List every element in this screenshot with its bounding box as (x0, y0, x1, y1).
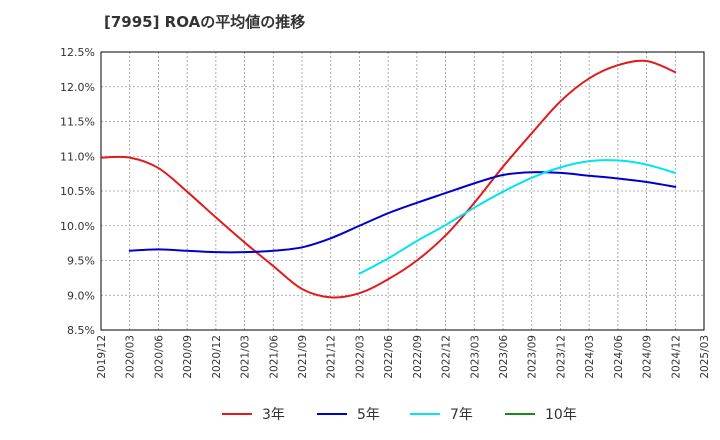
y-tick-label: 9.5% (67, 255, 95, 268)
legend: 3年 5年 7年 10年 (222, 407, 577, 423)
y-tick-label: 8.5% (67, 324, 95, 337)
x-tick-label: 2024/12 (670, 335, 682, 379)
x-tick-label: 2022/12 (441, 335, 453, 379)
x-tick-label: 2023/06 (498, 335, 510, 379)
x-tick-label: 2022/03 (354, 335, 366, 379)
series-line-2 (128, 171, 677, 254)
x-tick-label: 2023/09 (527, 335, 539, 379)
grid (101, 52, 704, 330)
y-tick-label: 11.5% (60, 116, 95, 129)
x-tick-label: 2024/06 (613, 335, 625, 379)
x-tick-label: 2021/06 (268, 335, 280, 379)
y-axis: 8.5% 9.0% 9.5% 10.0% 10.5% 11.0% 11.5% 12.0% 12.… (60, 46, 95, 337)
x-axis: 2019/12 2020/03 2020/06 2020/09 2020/12 2021/… (96, 335, 711, 379)
y-tick-label: 12.5% (60, 46, 95, 59)
y-tick-label: 12.0% (60, 81, 95, 94)
x-tick-label: 2020/03 (125, 335, 137, 379)
x-tick-label: 2019/12 (96, 335, 108, 379)
y-tick-label: 10.0% (60, 220, 95, 233)
x-tick-label: 2022/06 (383, 335, 395, 379)
x-tick-label: 2023/12 (555, 335, 567, 379)
x-tick-label: 2023/03 (469, 335, 481, 379)
x-tick-label: 2024/03 (584, 335, 596, 379)
x-tick-label: 2021/03 (240, 335, 252, 379)
chart-title: [7995] ROAの平均値の推移 (104, 13, 305, 31)
legend-label: 5年 (357, 407, 380, 423)
x-tick-label: 2021/12 (326, 335, 338, 379)
x-tick-label: 2021/09 (297, 335, 309, 379)
x-tick-label: 2025/03 (699, 335, 711, 379)
y-tick-label: 11.0% (60, 150, 95, 163)
plot-border (100, 51, 705, 331)
y-tick-label: 9.0% (67, 289, 95, 302)
legend-label: 10年 (545, 407, 577, 423)
series-lines (100, 59, 677, 299)
series-line-1 (100, 59, 677, 299)
series-line-3 (358, 159, 677, 275)
legend-label: 7年 (450, 407, 473, 423)
x-tick-label: 2024/09 (642, 335, 654, 379)
x-tick-label: 2020/12 (211, 335, 223, 379)
x-tick-label: 2020/09 (182, 335, 194, 379)
y-tick-label: 10.5% (60, 185, 95, 198)
x-tick-label: 2022/09 (412, 335, 424, 379)
x-tick-label: 2020/06 (153, 335, 165, 379)
legend-label: 3年 (262, 407, 285, 423)
